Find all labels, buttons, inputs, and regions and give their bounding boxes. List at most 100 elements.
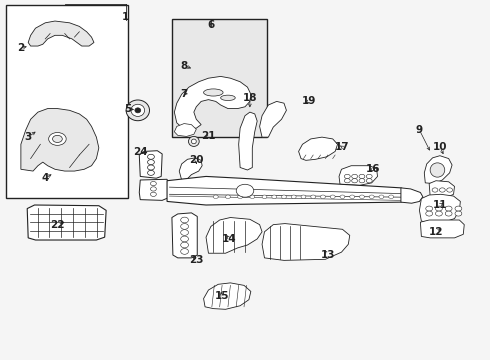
Text: 12: 12: [429, 227, 443, 237]
Circle shape: [147, 165, 154, 170]
Polygon shape: [203, 283, 251, 309]
Bar: [172, 19, 267, 137]
Text: 21: 21: [201, 131, 216, 141]
Circle shape: [311, 195, 316, 199]
Circle shape: [436, 211, 442, 216]
Polygon shape: [239, 112, 257, 170]
Ellipse shape: [189, 136, 199, 147]
Text: 22: 22: [50, 220, 65, 230]
Circle shape: [181, 236, 189, 242]
Ellipse shape: [131, 104, 145, 116]
Text: 7: 7: [180, 89, 188, 99]
Circle shape: [282, 195, 287, 199]
Circle shape: [344, 174, 350, 179]
Circle shape: [447, 188, 453, 192]
Polygon shape: [401, 188, 423, 203]
Circle shape: [301, 195, 306, 199]
Circle shape: [181, 217, 189, 223]
Polygon shape: [419, 194, 460, 223]
Text: 4: 4: [42, 173, 49, 183]
Circle shape: [426, 211, 433, 216]
Circle shape: [350, 195, 355, 199]
Polygon shape: [21, 109, 99, 171]
Circle shape: [49, 132, 66, 145]
Circle shape: [238, 195, 243, 199]
Ellipse shape: [126, 100, 149, 121]
Text: 24: 24: [133, 147, 147, 157]
Circle shape: [445, 211, 452, 216]
Circle shape: [352, 179, 358, 183]
Text: 2: 2: [17, 43, 24, 53]
Polygon shape: [262, 224, 350, 260]
Ellipse shape: [430, 163, 445, 177]
Circle shape: [181, 242, 189, 248]
Circle shape: [367, 179, 372, 183]
Polygon shape: [206, 217, 262, 253]
Ellipse shape: [203, 89, 223, 96]
Text: 11: 11: [433, 200, 447, 210]
Text: 19: 19: [302, 96, 317, 106]
Text: 13: 13: [320, 250, 335, 260]
Polygon shape: [28, 21, 94, 46]
Text: 18: 18: [243, 93, 257, 103]
Text: 20: 20: [189, 156, 203, 165]
Circle shape: [150, 181, 156, 186]
Circle shape: [250, 195, 255, 199]
Bar: [6, 5, 128, 198]
Circle shape: [52, 135, 62, 143]
Polygon shape: [139, 179, 170, 201]
Circle shape: [236, 184, 254, 197]
Circle shape: [330, 195, 335, 199]
Circle shape: [367, 174, 372, 179]
Circle shape: [360, 195, 365, 199]
Circle shape: [440, 188, 445, 192]
Circle shape: [181, 224, 189, 229]
Circle shape: [359, 174, 365, 179]
Polygon shape: [27, 205, 106, 240]
Text: 10: 10: [433, 142, 447, 152]
Polygon shape: [179, 158, 202, 181]
Text: 16: 16: [366, 164, 380, 174]
Circle shape: [432, 188, 438, 192]
Circle shape: [213, 195, 218, 199]
Polygon shape: [167, 176, 411, 205]
Polygon shape: [298, 137, 338, 160]
Text: 23: 23: [189, 255, 203, 265]
Circle shape: [150, 192, 156, 197]
Ellipse shape: [192, 139, 196, 144]
Circle shape: [147, 154, 154, 159]
Circle shape: [436, 206, 442, 211]
Circle shape: [389, 195, 393, 199]
Text: 6: 6: [207, 19, 215, 30]
Circle shape: [344, 179, 350, 183]
Text: 3: 3: [24, 132, 32, 142]
Circle shape: [147, 170, 154, 175]
Circle shape: [445, 206, 452, 211]
Text: 8: 8: [180, 61, 188, 71]
Polygon shape: [424, 156, 452, 184]
Ellipse shape: [220, 95, 235, 100]
Polygon shape: [260, 102, 287, 137]
Circle shape: [225, 195, 230, 199]
Circle shape: [426, 206, 433, 211]
Polygon shape: [172, 213, 197, 258]
Circle shape: [455, 211, 462, 216]
Ellipse shape: [135, 108, 141, 113]
Circle shape: [181, 230, 189, 235]
Circle shape: [262, 195, 267, 199]
Polygon shape: [174, 123, 196, 136]
Circle shape: [379, 195, 384, 199]
Circle shape: [320, 195, 325, 199]
Circle shape: [291, 195, 296, 199]
Circle shape: [181, 249, 189, 254]
Circle shape: [272, 195, 277, 199]
Text: 9: 9: [416, 125, 423, 135]
Polygon shape: [339, 166, 377, 185]
Circle shape: [150, 187, 156, 191]
Circle shape: [359, 179, 365, 183]
Polygon shape: [429, 181, 455, 198]
Circle shape: [340, 195, 345, 199]
Text: 15: 15: [214, 291, 229, 301]
Circle shape: [352, 174, 358, 179]
Text: 1: 1: [122, 13, 129, 22]
